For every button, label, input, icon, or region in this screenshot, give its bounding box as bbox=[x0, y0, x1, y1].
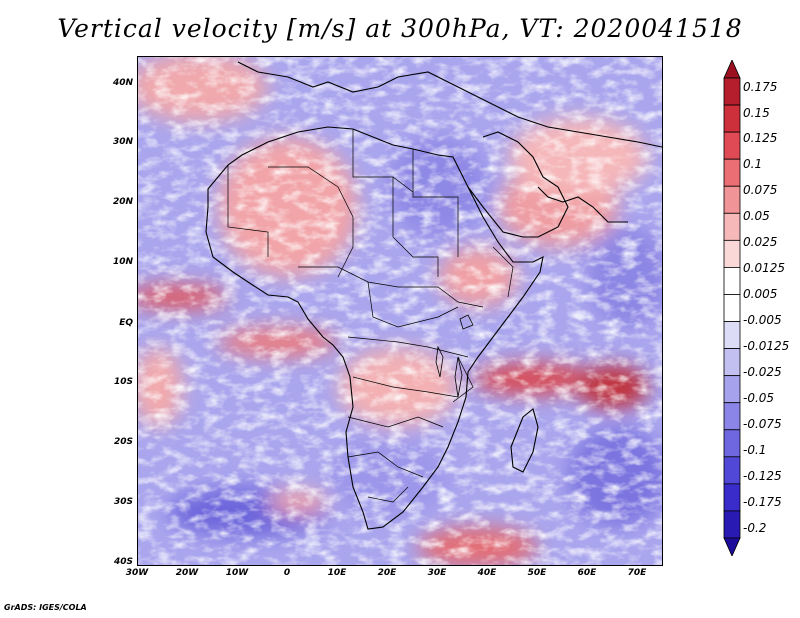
country-borders bbox=[227, 129, 514, 503]
lon-label: 50E bbox=[527, 568, 547, 578]
colorbar-label: -0.125 bbox=[743, 469, 782, 483]
colorbar-top-triangle bbox=[723, 60, 741, 79]
lon-label: 10E bbox=[327, 568, 347, 578]
lon-label: 60E bbox=[577, 568, 597, 578]
lon-label: 20E bbox=[377, 568, 397, 578]
grads-credit: GrADS: IGES/COLA bbox=[4, 603, 87, 612]
colorbar-bottom-triangle bbox=[723, 537, 741, 556]
coastlines bbox=[205, 61, 662, 530]
lon-label: 70E bbox=[627, 568, 647, 578]
colorbar-swatch bbox=[723, 239, 741, 268]
lat-label: 10N bbox=[112, 257, 133, 267]
colorbar-swatch bbox=[723, 212, 741, 241]
colorbar-label: -0.0125 bbox=[743, 339, 790, 353]
colorbar-label: 0.0125 bbox=[743, 261, 785, 275]
colorbar-swatch bbox=[723, 267, 741, 295]
colorbar-swatch bbox=[723, 131, 741, 160]
colorbar-swatch bbox=[723, 456, 741, 485]
colorbar-swatch bbox=[723, 483, 741, 512]
colorbar-swatch bbox=[723, 321, 741, 349]
lat-label: 40S bbox=[113, 557, 133, 567]
madagascar bbox=[510, 408, 539, 473]
africa-coastline bbox=[205, 126, 544, 530]
colorbar-label: -0.005 bbox=[743, 313, 782, 327]
colorbar-label: 0.1 bbox=[743, 157, 763, 171]
lon-label: 30W bbox=[125, 568, 149, 578]
colorbar-label: 0.025 bbox=[743, 235, 778, 249]
colorbar-label: -0.1 bbox=[743, 443, 767, 457]
field-texture bbox=[138, 57, 662, 565]
colorbar-label: 0.125 bbox=[743, 131, 778, 145]
lat-label: EQ bbox=[119, 318, 133, 328]
lat-label: 20N bbox=[112, 197, 133, 207]
arabia-coast bbox=[467, 131, 569, 238]
colorbar bbox=[723, 60, 741, 556]
colorbar-label: -0.05 bbox=[743, 391, 775, 405]
colorbar-swatch bbox=[723, 348, 741, 377]
lon-label: 10W bbox=[225, 568, 249, 578]
lakes bbox=[435, 314, 474, 398]
colorbar-label: -0.025 bbox=[743, 365, 782, 379]
lat-label: 10S bbox=[113, 377, 133, 387]
lon-label: 0 bbox=[283, 568, 291, 578]
colorbar-label: -0.075 bbox=[743, 417, 782, 431]
colorbar-swatch bbox=[723, 104, 741, 133]
colorbar-label: 0.175 bbox=[743, 80, 778, 94]
colorbar-swatch bbox=[723, 429, 741, 458]
colorbar-label: 0.15 bbox=[743, 106, 770, 120]
chart-title: Vertical velocity [m/s] at 300hPa, VT: 2… bbox=[57, 14, 743, 43]
colorbar-label: -0.2 bbox=[743, 521, 767, 535]
europe-coast bbox=[237, 61, 662, 148]
vertical-velocity-map bbox=[138, 57, 662, 565]
colorbar-label: -0.175 bbox=[743, 495, 782, 509]
lon-label: 20W bbox=[175, 568, 199, 578]
colorbar-label: 0.05 bbox=[743, 209, 770, 223]
persian-gulf bbox=[537, 186, 628, 223]
lat-label: 20S bbox=[113, 437, 133, 447]
colorbar-swatch bbox=[723, 158, 741, 187]
colorbar-swatch bbox=[723, 294, 741, 322]
colorbar-swatch bbox=[723, 185, 741, 214]
colorbar-label: 0.075 bbox=[743, 183, 778, 197]
lat-label: 30N bbox=[112, 137, 133, 147]
lat-label: 40N bbox=[112, 78, 133, 88]
lon-label: 40E bbox=[477, 568, 497, 578]
colorbar-swatch bbox=[723, 375, 741, 404]
colorbar-swatch bbox=[723, 77, 741, 106]
lat-label: 30S bbox=[113, 497, 133, 507]
colorbar-swatch bbox=[723, 402, 741, 431]
colorbar-swatch bbox=[723, 510, 741, 539]
colorbar-label: 0.005 bbox=[743, 287, 778, 301]
map-panel bbox=[137, 56, 663, 566]
lon-label: 30E bbox=[427, 568, 447, 578]
